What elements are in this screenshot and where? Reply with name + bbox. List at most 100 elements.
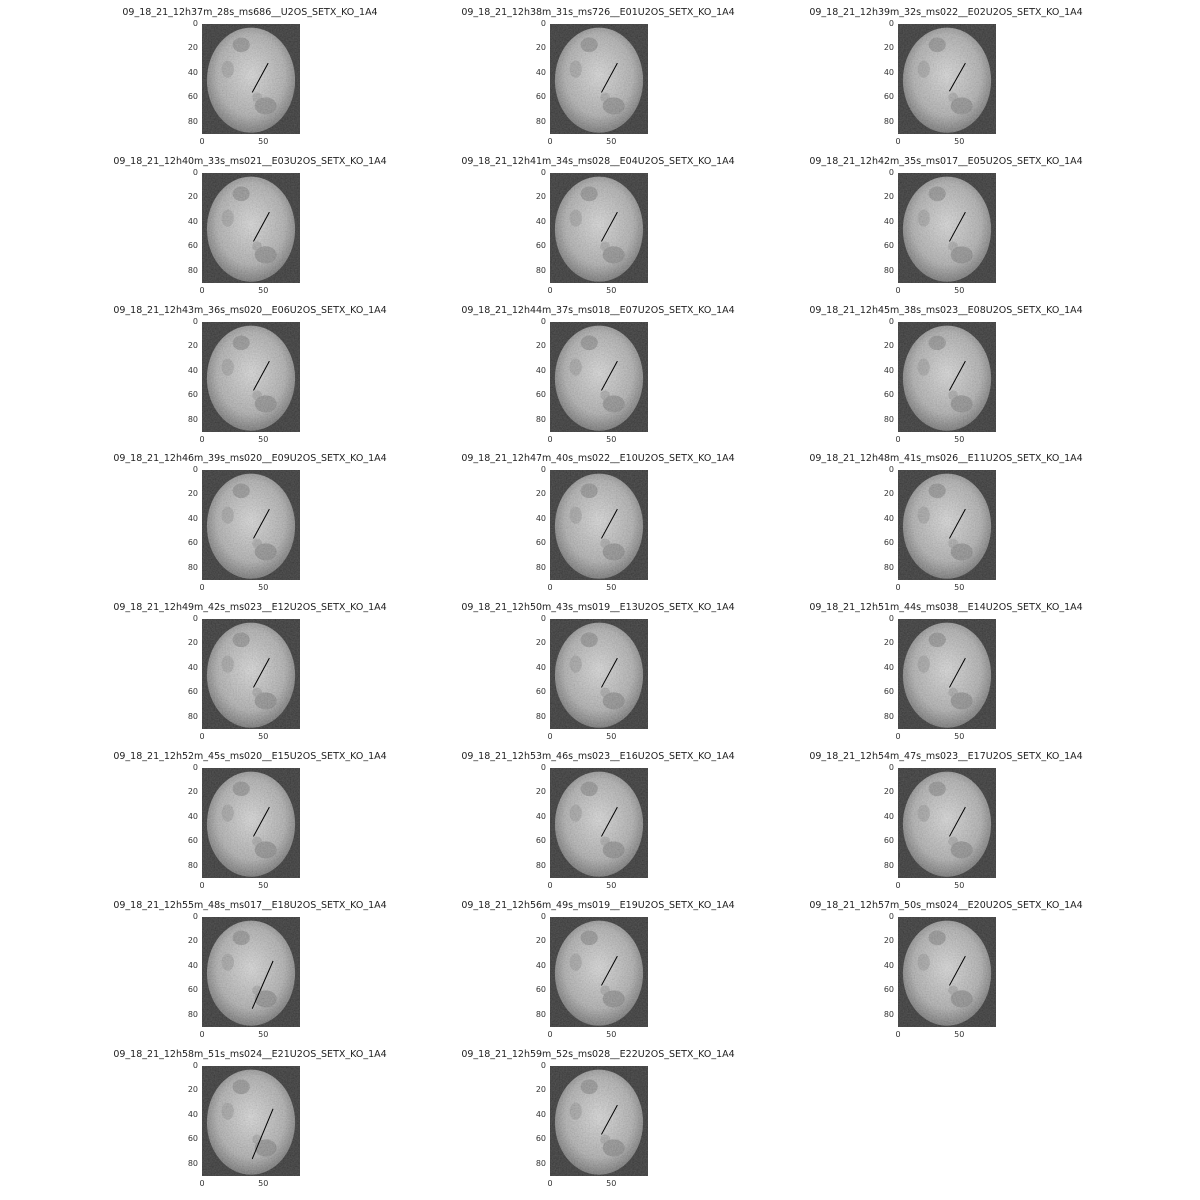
- y-tick-label: 60: [883, 836, 894, 846]
- x-tick-label: 50: [954, 286, 965, 295]
- panel-title: 09_18_21_12h50m_43s_ms019__E13U2OS_SETX_…: [461, 602, 735, 613]
- panel-title: 09_18_21_12h39m_32s_ms022__E02U2OS_SETX_…: [809, 7, 1083, 18]
- image-axes: 0 20 40 60 80 0 50: [178, 912, 378, 1043]
- panel-title: 09_18_21_12h53m_46s_ms023__E16U2OS_SETX_…: [461, 751, 735, 762]
- y-tick-label: 0: [888, 912, 894, 921]
- y-tick-label: 80: [883, 860, 894, 870]
- y-tick-label: 60: [187, 836, 198, 846]
- panel-title: 09_18_21_12h40m_33s_ms021__E03U2OS_SETX_…: [113, 156, 387, 167]
- image-axes: 0 20 40 60 80 0 50: [526, 763, 726, 894]
- y-tick-label: 20: [535, 43, 546, 53]
- panel-title: 09_18_21_12h42m_35s_ms017__E05U2OS_SETX_…: [809, 156, 1083, 167]
- y-tick-label: 40: [187, 1109, 198, 1119]
- y-tick-label: 20: [883, 192, 894, 202]
- image-panel: 09_18_21_12h46m_39s_ms020__E09U2OS_SETX_…: [76, 450, 424, 599]
- y-tick-label: 80: [187, 116, 198, 126]
- y-tick-label: 20: [187, 489, 198, 499]
- x-tick-label: 0: [895, 583, 901, 592]
- nucleus-image: [550, 768, 648, 878]
- y-tick-label: 40: [187, 513, 198, 523]
- image-panel: 09_18_21_12h55m_48s_ms017__E18U2OS_SETX_…: [76, 897, 424, 1046]
- image-axes: 0 20 40 60 80 0 50: [178, 19, 378, 150]
- nucleus-image: [550, 1066, 648, 1176]
- x-tick-label: 50: [606, 583, 617, 592]
- x-tick-label: 0: [199, 732, 205, 741]
- image-axes: 0 20 40 60 80 0 50: [874, 19, 1074, 150]
- y-tick-label: 0: [540, 912, 546, 921]
- y-tick-label: 60: [187, 687, 198, 697]
- image-axes: 0 20 40 60 80 0 50: [874, 317, 1074, 448]
- image-panel: 09_18_21_12h53m_46s_ms023__E16U2OS_SETX_…: [424, 748, 772, 897]
- image-panel: 09_18_21_12h37m_28s_ms686__U2OS_SETX_KO_…: [76, 4, 424, 153]
- image-panel: 09_18_21_12h49m_42s_ms023__E12U2OS_SETX_…: [76, 599, 424, 748]
- y-tick-label: 80: [187, 1158, 198, 1168]
- x-tick-label: 50: [258, 435, 269, 444]
- y-tick-label: 40: [883, 67, 894, 77]
- x-tick-label: 0: [547, 286, 553, 295]
- y-tick-label: 40: [187, 960, 198, 970]
- image-panel: 09_18_21_12h47m_40s_ms022__E10U2OS_SETX_…: [424, 450, 772, 599]
- ablation-line: [601, 212, 617, 241]
- ablation-line: [601, 807, 617, 836]
- x-tick-label: 50: [258, 286, 269, 295]
- ablation-line: [252, 961, 273, 1009]
- y-tick-label: 0: [192, 317, 198, 326]
- y-tick-label: 80: [535, 562, 546, 572]
- x-tick-label: 0: [199, 1030, 205, 1039]
- image-axes: 0 20 40 60 80 0 50: [526, 465, 726, 596]
- x-tick-label: 0: [547, 583, 553, 592]
- ablation-line: [949, 63, 965, 91]
- y-tick-label: 80: [535, 116, 546, 126]
- y-tick-label: 60: [187, 985, 198, 995]
- image-axes: 0 20 40 60 80 0 50: [526, 614, 726, 745]
- y-tick-label: 20: [883, 787, 894, 797]
- y-tick-label: 80: [883, 265, 894, 275]
- panel-title: 09_18_21_12h58m_51s_ms024__E21U2OS_SETX_…: [113, 1049, 387, 1060]
- panel-title: 09_18_21_12h49m_42s_ms023__E12U2OS_SETX_…: [113, 602, 387, 613]
- y-tick-label: 40: [535, 365, 546, 375]
- image-panel: 09_18_21_12h40m_33s_ms021__E03U2OS_SETX_…: [76, 153, 424, 302]
- nucleus-image: [202, 768, 300, 878]
- y-tick-label: 0: [192, 912, 198, 921]
- y-tick-label: 60: [535, 687, 546, 697]
- panel-title: 09_18_21_12h44m_37s_ms018__E07U2OS_SETX_…: [461, 305, 735, 316]
- ablation-line: [601, 1105, 617, 1134]
- image-axes: 0 20 40 60 80 0 50: [526, 912, 726, 1043]
- image-axes: 0 20 40 60 80 0 50: [178, 465, 378, 596]
- y-tick-label: 60: [883, 687, 894, 697]
- y-tick-label: 80: [187, 414, 198, 424]
- x-tick-label: 0: [199, 881, 205, 890]
- nucleus-image: [550, 917, 648, 1027]
- panel-title: 09_18_21_12h56m_49s_ms019__E19U2OS_SETX_…: [461, 900, 735, 911]
- image-panel: 09_18_21_12h52m_45s_ms020__E15U2OS_SETX_…: [76, 748, 424, 897]
- nucleus-image: [550, 619, 648, 729]
- ablation-line: [949, 807, 965, 836]
- y-tick-label: 60: [535, 538, 546, 548]
- y-tick-label: 60: [187, 538, 198, 548]
- y-tick-label: 20: [187, 43, 198, 53]
- y-tick-label: 60: [535, 836, 546, 846]
- ablation-line: [601, 361, 617, 390]
- x-tick-label: 50: [606, 137, 617, 146]
- x-tick-label: 50: [606, 881, 617, 890]
- y-tick-label: 0: [540, 465, 546, 474]
- y-tick-label: 0: [540, 763, 546, 772]
- y-tick-label: 80: [187, 711, 198, 721]
- panel-title: 09_18_21_12h57m_50s_ms024__E20U2OS_SETX_…: [809, 900, 1083, 911]
- y-tick-label: 40: [535, 1109, 546, 1119]
- y-tick-label: 80: [883, 414, 894, 424]
- y-tick-label: 20: [187, 341, 198, 351]
- x-tick-label: 0: [547, 881, 553, 890]
- nucleus-image: [202, 173, 300, 283]
- y-tick-label: 20: [535, 638, 546, 648]
- ablation-line: [949, 509, 965, 538]
- y-tick-label: 80: [883, 562, 894, 572]
- x-tick-label: 0: [547, 435, 553, 444]
- image-panel: 09_18_21_12h48m_41s_ms026__E11U2OS_SETX_…: [772, 450, 1120, 599]
- y-tick-label: 0: [192, 465, 198, 474]
- y-tick-label: 60: [883, 538, 894, 548]
- x-tick-label: 0: [199, 583, 205, 592]
- x-tick-label: 50: [954, 435, 965, 444]
- x-tick-label: 0: [895, 286, 901, 295]
